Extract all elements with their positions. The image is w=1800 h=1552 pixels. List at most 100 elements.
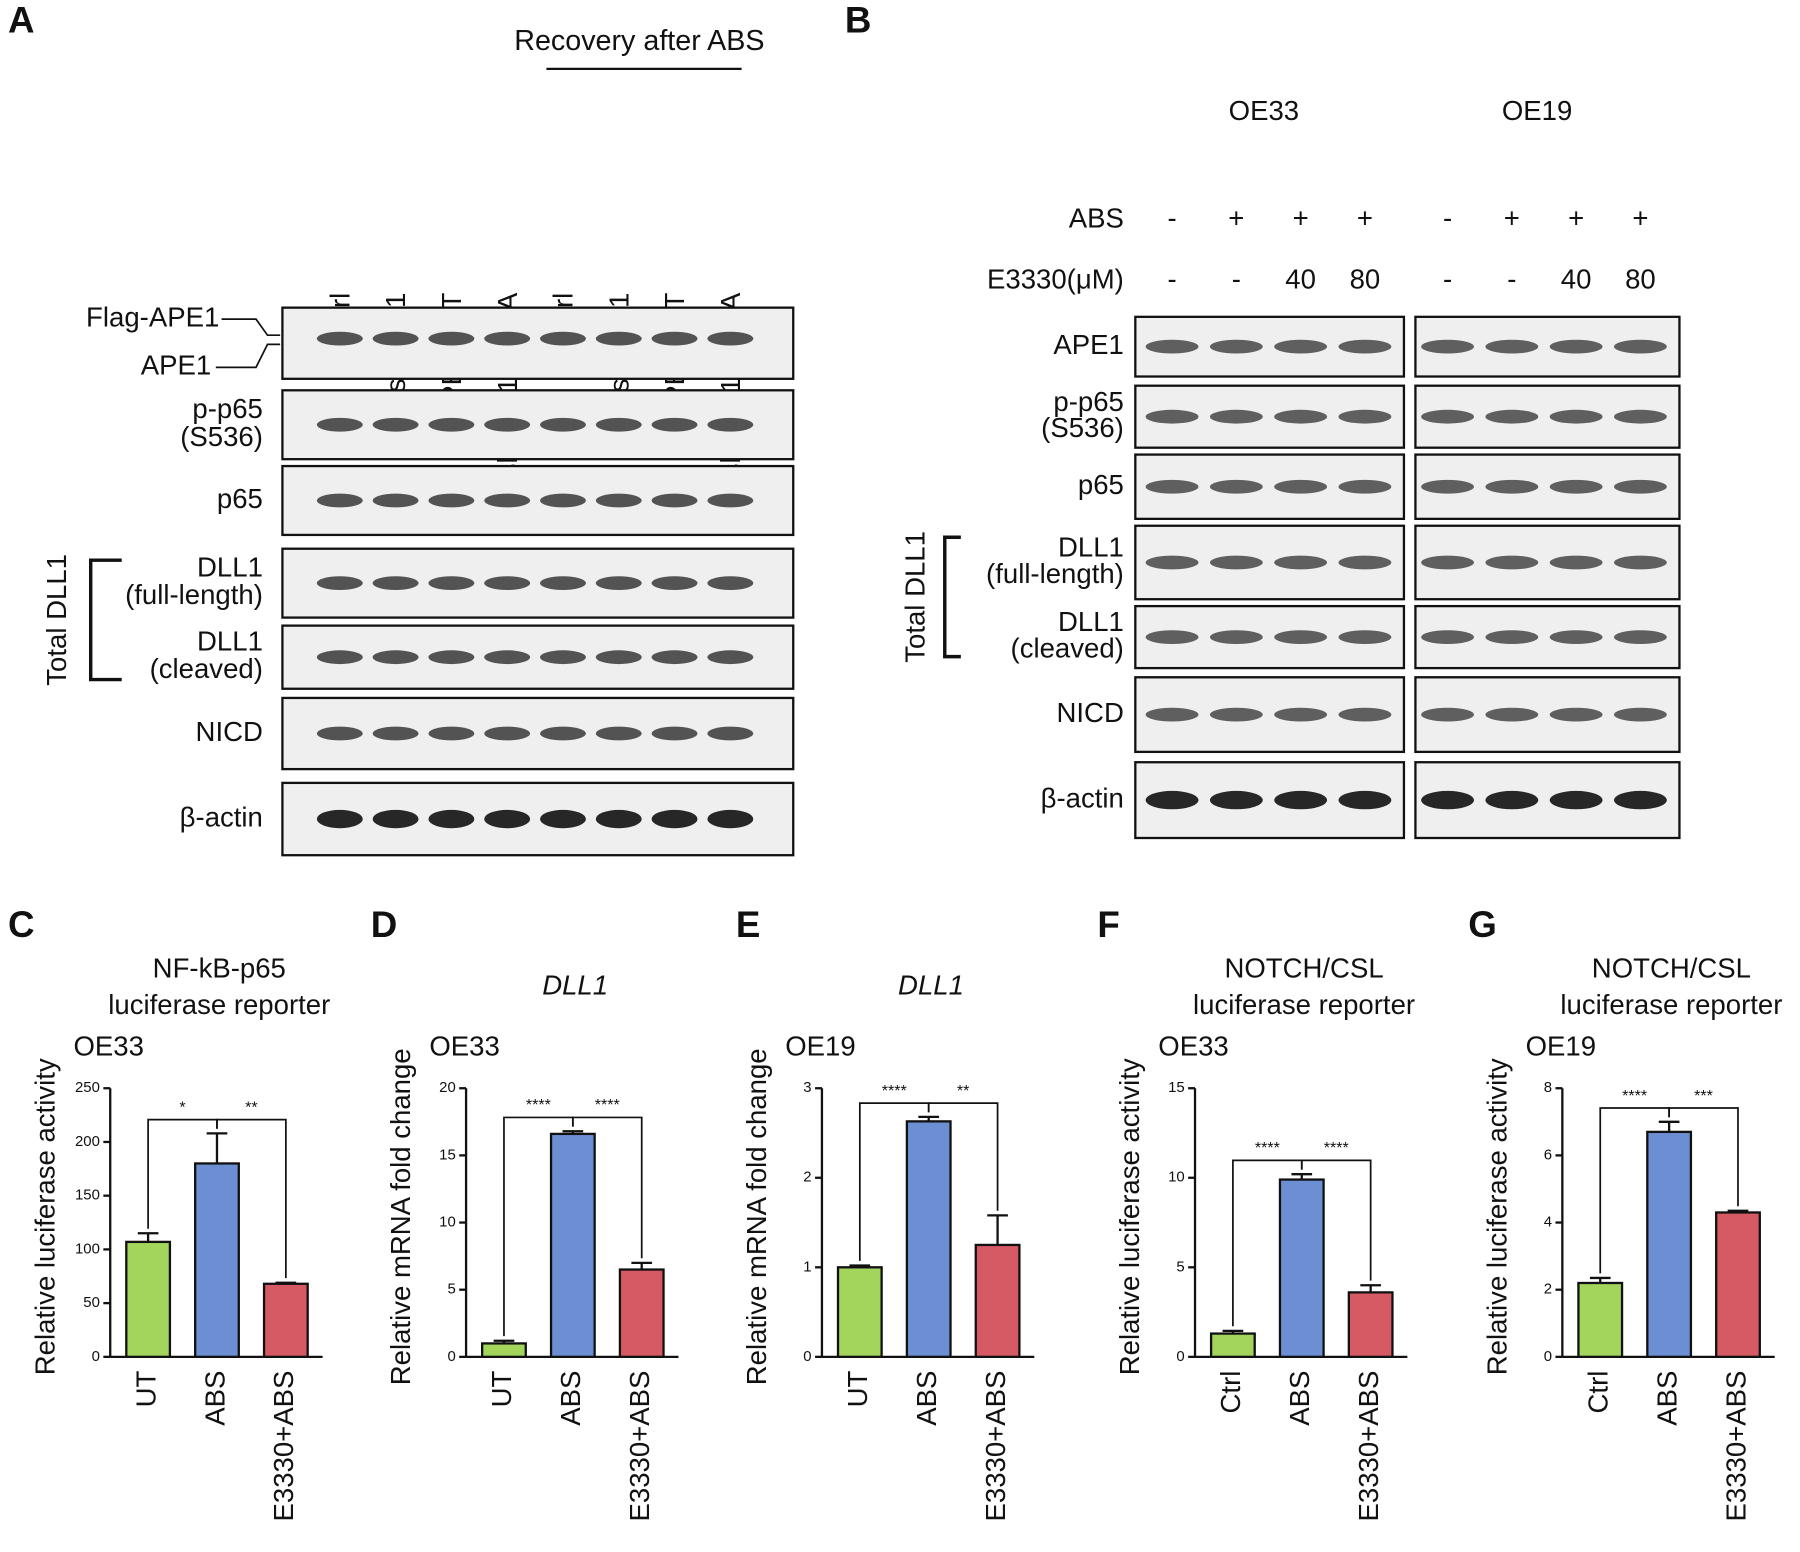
treatment-value: 40 [1561, 264, 1592, 295]
error-bar [987, 1214, 1008, 1245]
blot-band [1614, 339, 1667, 354]
significance-label: ** [957, 1082, 970, 1100]
blot-band [707, 417, 754, 432]
panel-letter: C [8, 904, 35, 945]
cell-line: OE33 [1158, 1030, 1228, 1061]
blot-frame [281, 389, 795, 461]
blot-band [1485, 555, 1539, 570]
treatment-value: - [1443, 203, 1452, 234]
cell-line: OE33 [429, 1030, 499, 1061]
bar [1278, 1178, 1325, 1359]
y-tick-label: 3 [803, 1079, 811, 1096]
blot-band [372, 331, 419, 346]
chart-title: DLL1 [542, 970, 608, 1001]
blot-band [484, 331, 531, 346]
row-label: DLL1 [197, 552, 263, 583]
chart-title: NF-kB-p65 [153, 952, 286, 983]
significance-label: **** [1622, 1087, 1647, 1105]
blot-band [316, 576, 363, 591]
blot-band [1421, 555, 1474, 570]
row-label: (cleaved) [1011, 633, 1124, 664]
panel-letter: F [1097, 904, 1119, 945]
treatment-value: + [1293, 203, 1309, 234]
treatment-value: - [1443, 264, 1452, 295]
treatment-value: 40 [1285, 264, 1316, 295]
x-tick-label: ABS [555, 1371, 586, 1426]
blot-band [540, 576, 586, 591]
treatment-value: 80 [1350, 264, 1381, 295]
blot-band [540, 650, 586, 665]
blot-band [1485, 479, 1539, 494]
blot-band [1209, 790, 1263, 810]
y-tick-label: 5 [1176, 1258, 1184, 1275]
y-tick-label: 150 [75, 1187, 100, 1204]
x-tick-label: E3330+ABS [268, 1371, 299, 1522]
blot-band [540, 493, 586, 508]
blot-band [1614, 479, 1667, 494]
error-bar [918, 1115, 940, 1122]
cell-line: OE33 [1229, 95, 1299, 126]
blot-band [372, 493, 419, 508]
blot-band [372, 417, 419, 432]
blot-band [1145, 479, 1199, 494]
blot-band [1145, 707, 1199, 722]
row-label: (S536) [180, 421, 263, 452]
y-tick-label: 200 [75, 1133, 100, 1150]
x-tick-label: ABS [1284, 1371, 1315, 1426]
bar [1209, 1332, 1256, 1358]
x-tick-label: Ctrl [1583, 1371, 1614, 1414]
cell-line: OE19 [785, 1030, 855, 1061]
blot-band [1145, 555, 1199, 570]
blot-band [651, 726, 698, 741]
blot-band [1421, 707, 1474, 722]
treatment-label: ABS [1069, 203, 1124, 234]
x-tick-label: UT [842, 1370, 873, 1407]
bar [1646, 1130, 1693, 1359]
blot-band [1274, 790, 1328, 810]
chart-title: luciferase reporter [1193, 989, 1415, 1020]
row-label: p-p65 [192, 393, 262, 424]
chart-title: NOTCH/CSL [1592, 952, 1751, 983]
connector [215, 318, 281, 369]
row-label: β-actin [180, 801, 263, 832]
blot-band [1209, 479, 1263, 494]
blot-band [428, 576, 475, 591]
y-tick-label: 0 [1176, 1348, 1184, 1365]
blot-band [484, 726, 531, 741]
significance-label: *** [1694, 1087, 1713, 1105]
y-tick-label: 10 [1168, 1169, 1185, 1186]
row-label: APE1 [1053, 329, 1123, 360]
significance-label: **** [1255, 1139, 1280, 1157]
blot-band [1421, 790, 1474, 810]
error-bar [493, 1339, 515, 1344]
blot-band [540, 331, 586, 346]
error-bar [1222, 1329, 1244, 1334]
error-bar [206, 1132, 228, 1164]
bar [1347, 1291, 1394, 1358]
error-bar [1360, 1284, 1381, 1293]
error-bar [631, 1261, 653, 1270]
blot-band [428, 493, 475, 508]
blot-band [1145, 630, 1199, 644]
significance-label: **** [882, 1082, 907, 1100]
blot-band [1209, 707, 1263, 722]
blot-band [1549, 707, 1603, 722]
panel-letter: E [736, 904, 761, 945]
error-bar [1589, 1276, 1611, 1283]
significance-bracket [1300, 1159, 1372, 1281]
x-tick-label: E3330+ABS [624, 1371, 655, 1522]
y-tick-label: 2 [1544, 1281, 1552, 1298]
blot-band [484, 809, 531, 829]
blot-band [484, 493, 531, 508]
blot-band [1274, 555, 1328, 570]
blot-band [1274, 479, 1328, 494]
blot-band [595, 576, 642, 591]
blot-band [1549, 790, 1603, 810]
blot-band [1549, 479, 1603, 494]
y-tick-label: 20 [439, 1079, 456, 1096]
blot-band [1614, 555, 1667, 570]
significance-bracket [927, 1102, 999, 1211]
y-tick-label: 50 [83, 1294, 100, 1311]
significance-label: **** [595, 1096, 620, 1114]
